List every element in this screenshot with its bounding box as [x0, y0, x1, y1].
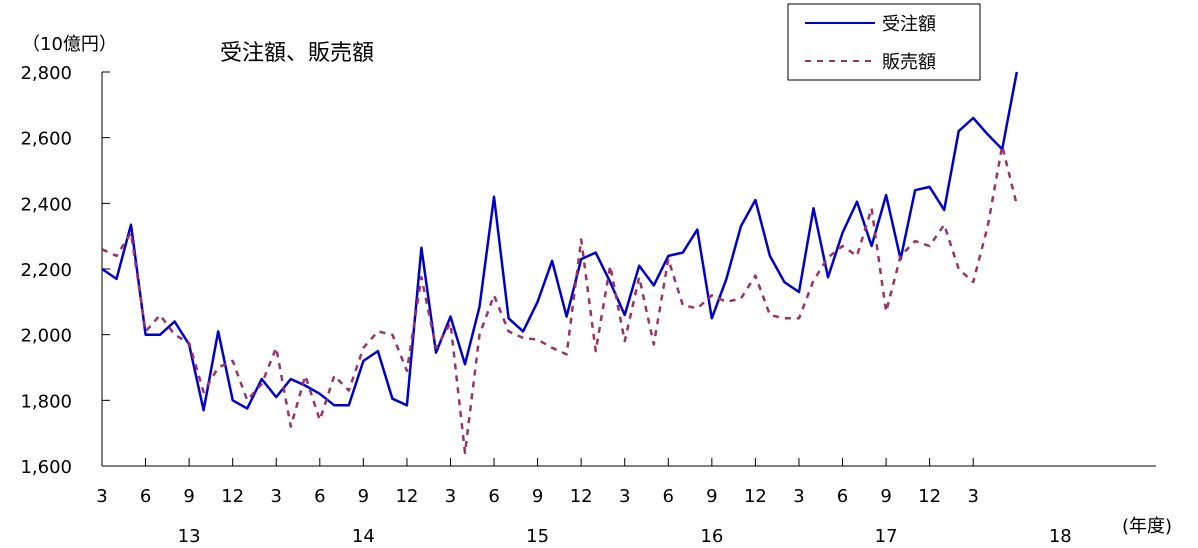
x-tick-label: 12 — [221, 486, 244, 507]
y-tick-label: 2,000 — [20, 326, 72, 347]
legend: 受注額 販売額 — [787, 3, 981, 81]
x-tick-label: 12 — [918, 486, 941, 507]
fiscal-year-suffix: (年度) — [1122, 516, 1172, 537]
fiscal-year-label: 15 — [526, 526, 549, 547]
x-tick-label: 12 — [570, 486, 593, 507]
fiscal-year-label: 16 — [700, 526, 723, 547]
y-tick-label: 1,600 — [20, 457, 72, 478]
fiscal-year-label: 13 — [178, 526, 201, 547]
fiscal-year-label: 17 — [875, 526, 898, 547]
legend-label-sales: 販売額 — [882, 52, 936, 73]
fiscal-year-label: 14 — [352, 526, 375, 547]
y-tick-label: 2,400 — [20, 194, 72, 215]
y-tick-label: 2,800 — [20, 63, 72, 84]
legend-label-orders: 受注額 — [882, 14, 936, 35]
x-tick-label: 6 — [488, 486, 499, 507]
x-tick-label: 6 — [837, 486, 848, 507]
x-tick-label: 9 — [358, 486, 369, 507]
axes: 1,600 1,800 2,000 2,200 2,400 2,600 2,800 3 6 9 12… — [20, 63, 1156, 547]
x-tick-label: 3 — [793, 486, 804, 507]
series-line-sales — [101, 144, 1019, 455]
plot-area — [101, 71, 1019, 455]
x-tick-label: 6 — [314, 486, 325, 507]
x-tick-label: 3 — [967, 486, 978, 507]
x-tick-label: 6 — [140, 486, 151, 507]
x-tick-label: 9 — [706, 486, 717, 507]
x-tick-label: 9 — [532, 486, 543, 507]
y-tick-label: 1,800 — [20, 391, 72, 412]
x-tick-label: 6 — [663, 486, 674, 507]
unit-label: （10億円） — [22, 34, 117, 55]
x-tick-label: 9 — [183, 486, 194, 507]
chart-title: 受注額、販売額 — [220, 41, 374, 66]
x-tick-label: 3 — [96, 486, 107, 507]
series-line-orders — [101, 71, 1019, 412]
x-tick-label: 9 — [880, 486, 891, 507]
x-tick-label: 12 — [395, 486, 418, 507]
x-tick-label: 3 — [271, 486, 282, 507]
legend-box — [787, 3, 981, 81]
x-tick-label: 3 — [619, 486, 630, 507]
fiscal-year-label: 18 — [1049, 526, 1072, 547]
y-tick-label: 2,600 — [20, 129, 72, 150]
x-tick-label: 3 — [445, 486, 456, 507]
x-tick-label: 12 — [744, 486, 767, 507]
y-tick-label: 2,200 — [20, 260, 72, 281]
